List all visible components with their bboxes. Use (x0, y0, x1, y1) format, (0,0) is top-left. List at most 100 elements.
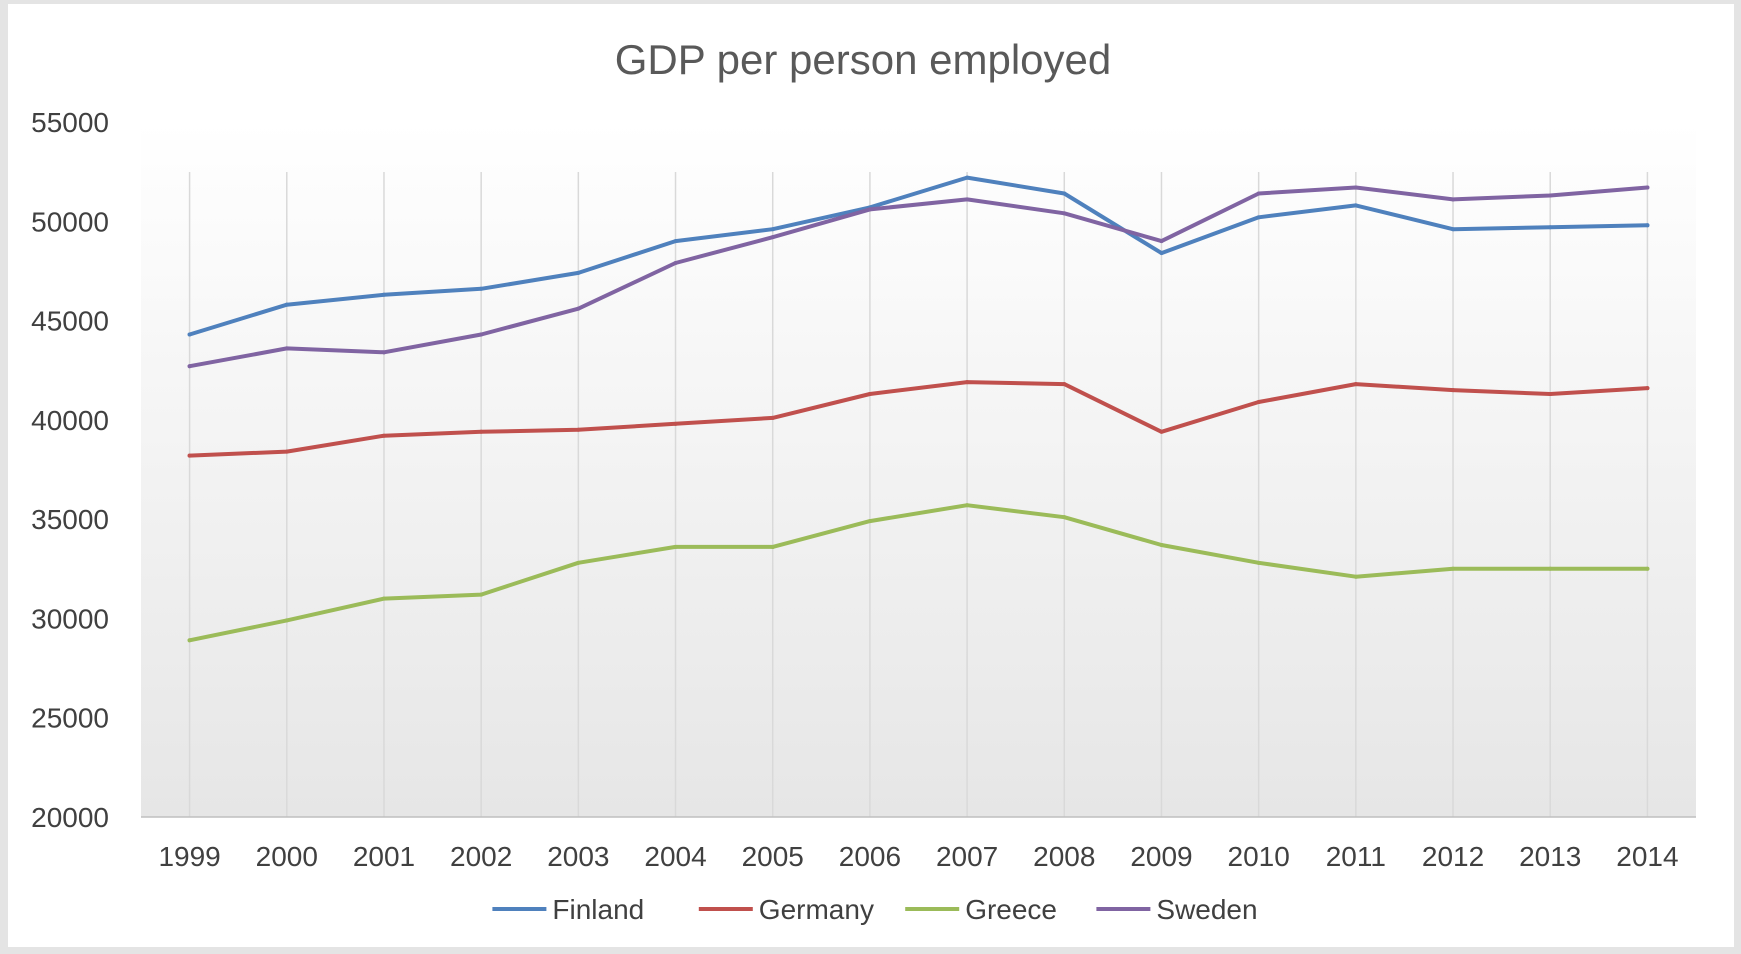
y-tick-label: 55000 (31, 107, 109, 138)
data-point-finland (1451, 227, 1456, 232)
data-point-sweden (1256, 191, 1261, 196)
x-tick-label: 2011 (1326, 841, 1386, 872)
data-point-sweden (284, 346, 289, 351)
data-point-greece (1548, 566, 1553, 571)
data-point-finland (1159, 251, 1164, 256)
data-point-sweden (187, 364, 192, 369)
x-tick-label: 2005 (742, 841, 804, 872)
data-point-germany (673, 421, 678, 426)
data-point-greece (187, 638, 192, 643)
data-point-finland (965, 175, 970, 180)
data-point-sweden (1159, 239, 1164, 244)
data-point-finland (770, 227, 775, 232)
series-line-finland (187, 175, 1650, 337)
x-tick-label: 2002 (450, 841, 512, 872)
chart-area: GDP per person employed 1999 2000 2001 2002… (8, 4, 1734, 947)
data-point-germany (381, 433, 386, 438)
data-point-finland (576, 270, 581, 275)
data-point-greece (1645, 566, 1650, 571)
data-point-greece (1353, 574, 1358, 579)
data-point-greece (770, 544, 775, 549)
plot-area (141, 122, 1696, 817)
data-point-finland (479, 286, 484, 291)
legend-label-finland: Finland (552, 894, 644, 925)
x-tick-label: 2007 (936, 841, 998, 872)
x-tick-label: 2008 (1033, 841, 1095, 872)
y-tick-label: 50000 (31, 206, 109, 237)
legend: Finland Germany Greece Sweden (492, 894, 1258, 925)
data-point-greece (867, 519, 872, 524)
y-tick-label: 45000 (31, 306, 109, 337)
data-point-finland (284, 302, 289, 307)
data-point-finland (381, 292, 386, 297)
data-point-germany (770, 415, 775, 420)
series-lines (187, 175, 1650, 643)
data-point-germany (1062, 382, 1067, 387)
chart-title: GDP per person employed (615, 36, 1112, 83)
data-point-sweden (867, 207, 872, 212)
data-point-germany (965, 380, 970, 385)
x-tick-label: 2013 (1519, 841, 1581, 872)
data-point-finland (673, 239, 678, 244)
y-tick-label: 30000 (31, 603, 109, 634)
x-tick-label: 2014 (1616, 841, 1678, 872)
data-point-germany (1159, 429, 1164, 434)
x-tick-label: 2010 (1228, 841, 1290, 872)
x-tick-label: 2006 (839, 841, 901, 872)
data-point-greece (1062, 515, 1067, 520)
data-point-greece (479, 592, 484, 597)
data-point-sweden (1451, 197, 1456, 202)
x-tick-label: 2000 (256, 841, 318, 872)
data-point-sweden (576, 306, 581, 311)
y-tick-label: 35000 (31, 504, 109, 535)
data-point-sweden (673, 260, 678, 265)
data-point-germany (576, 427, 581, 432)
data-point-sweden (770, 235, 775, 240)
data-point-greece (1256, 560, 1261, 565)
x-tick-label: 2009 (1130, 841, 1192, 872)
gridlines (188, 172, 1649, 817)
data-point-greece (673, 544, 678, 549)
series-line-greece (187, 503, 1650, 643)
x-tick-label: 2012 (1422, 841, 1484, 872)
data-point-finland (1645, 223, 1650, 228)
data-point-sweden (479, 332, 484, 337)
x-tick-label: 2004 (644, 841, 706, 872)
legend-label-greece: Greece (965, 894, 1057, 925)
data-point-sweden (965, 197, 970, 202)
data-point-germany (479, 429, 484, 434)
y-tick-label: 40000 (31, 405, 109, 436)
data-point-sweden (1353, 185, 1358, 190)
line-chart: GDP per person employed 1999 2000 2001 2002… (31, 36, 1696, 925)
data-point-greece (1451, 566, 1456, 571)
series-line-sweden (187, 185, 1650, 369)
data-point-germany (1353, 382, 1358, 387)
data-point-greece (1159, 542, 1164, 547)
data-point-germany (187, 453, 192, 458)
data-point-germany (1645, 386, 1650, 391)
x-tick-label: 2001 (353, 841, 415, 872)
data-point-finland (1353, 203, 1358, 208)
data-point-greece (381, 596, 386, 601)
data-point-finland (1062, 191, 1067, 196)
series-line-germany (187, 380, 1650, 458)
x-tick-label: 1999 (158, 841, 220, 872)
data-point-finland (1256, 215, 1261, 220)
data-point-finland (1548, 225, 1553, 230)
y-tick-label: 25000 (31, 703, 109, 734)
y-tick-label: 20000 (31, 802, 109, 833)
data-point-greece (284, 618, 289, 623)
data-point-sweden (1062, 211, 1067, 216)
data-point-finland (187, 332, 192, 337)
data-point-germany (867, 392, 872, 397)
data-point-germany (1451, 388, 1456, 393)
legend-label-germany: Germany (759, 894, 874, 925)
data-point-germany (284, 449, 289, 454)
axes: 1999 2000 2001 2002 2003 2004 2005 2006 2007 2008… (31, 107, 1696, 872)
data-point-germany (1548, 392, 1553, 397)
data-point-greece (965, 503, 970, 508)
data-point-sweden (1548, 193, 1553, 198)
x-tick-label: 2003 (547, 841, 609, 872)
data-point-sweden (1645, 185, 1650, 190)
